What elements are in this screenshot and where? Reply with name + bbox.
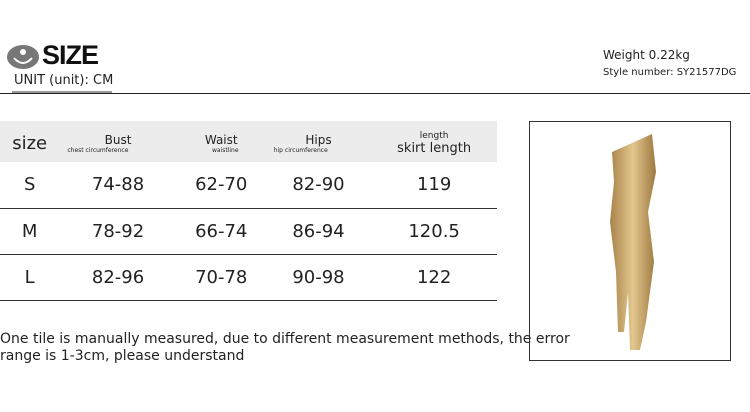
col-length: length skirt length: [371, 121, 497, 162]
underline: [12, 91, 112, 93]
cell: 86-94: [265, 208, 372, 255]
cell: M: [0, 208, 60, 255]
style-number: Style number: SY21577DG: [603, 67, 737, 78]
unit-label: UNIT (unit): CM: [14, 73, 114, 88]
cell: 62-70: [176, 162, 266, 209]
product-photo: [529, 121, 731, 361]
cell: 82-96: [59, 254, 177, 301]
measurement-note: One tile is manually measured, due to di…: [0, 331, 570, 364]
cell: 90-98: [265, 254, 372, 301]
cell: 78-92: [59, 208, 177, 255]
cell: 82-90: [265, 162, 372, 209]
table-row: L 82-96 70-78 90-98 122: [0, 254, 497, 301]
cell: 70-78: [176, 254, 266, 301]
weight-label: Weight 0.22kg: [603, 48, 690, 62]
cell: L: [0, 254, 60, 301]
cell: 74-88: [59, 162, 177, 209]
size-table: size Bust chest circumference Waist waistl…: [0, 121, 497, 301]
cell: 122: [371, 254, 497, 301]
table-row: S 74-88 62-70 82-90 119: [0, 162, 497, 209]
col-bust: Bust chest circumference: [59, 121, 177, 162]
page-title: SIZE: [42, 40, 99, 70]
col-hips: Hips hip circumference: [265, 121, 372, 162]
table-row: M 78-92 66-74 86-94 120.5: [0, 208, 497, 255]
cell: S: [0, 162, 60, 209]
divider: [0, 93, 750, 94]
col-waist: Waist waistline: [176, 121, 266, 162]
col-size: size: [0, 121, 60, 162]
cell: 66-74: [176, 208, 266, 255]
brand-logo-icon: [7, 45, 39, 69]
cell: 119: [371, 162, 497, 209]
cell: 120.5: [371, 208, 497, 255]
